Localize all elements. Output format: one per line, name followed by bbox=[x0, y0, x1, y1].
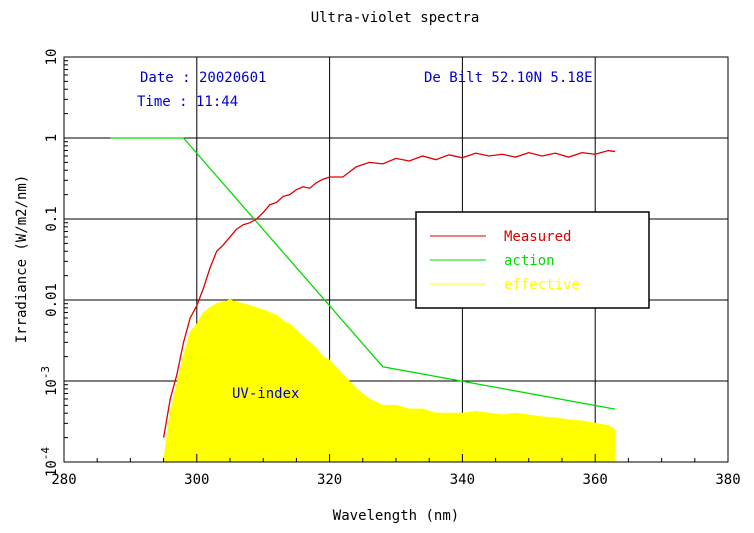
x-tick-label: 340 bbox=[450, 472, 475, 488]
series-effective-fill bbox=[163, 299, 616, 463]
series-measured-line bbox=[162, 149, 616, 438]
x-tick-label: 380 bbox=[715, 472, 740, 488]
x-tick-label: 280 bbox=[51, 472, 76, 488]
legend-label-action: action bbox=[504, 253, 555, 269]
svg-text:10-3: 10-3 bbox=[39, 366, 60, 396]
y-tick-label: 10-4 bbox=[39, 447, 60, 477]
uv-index-annotation: UV-index bbox=[232, 386, 299, 402]
y-tick-label: 0.1 bbox=[44, 206, 60, 231]
info-date: Date : 20020601 bbox=[140, 70, 266, 86]
effective-area bbox=[163, 299, 616, 463]
x-axis-label: Wavelength (nm) bbox=[333, 508, 459, 524]
svg-text:0.1: 0.1 bbox=[44, 206, 60, 231]
info-time: Time : 11:44 bbox=[137, 94, 238, 110]
axis-ticks bbox=[63, 56, 729, 463]
y-tick-label: 10 bbox=[44, 49, 60, 66]
svg-text:0.01: 0.01 bbox=[44, 283, 60, 317]
legend: Measured action effective bbox=[415, 211, 650, 309]
x-tick-label: 360 bbox=[583, 472, 608, 488]
series-lines bbox=[110, 137, 616, 438]
series-action-line bbox=[110, 137, 616, 410]
info-station: De Bilt 52.10N 5.18E bbox=[424, 70, 593, 86]
y-tick-label: 1 bbox=[44, 134, 60, 142]
y-tick-label: 0.01 bbox=[44, 283, 60, 317]
y-axis-label: Irradiance (W/m2/nm) bbox=[14, 175, 30, 344]
svg-text:10: 10 bbox=[44, 49, 60, 66]
x-tick-label: 300 bbox=[184, 472, 209, 488]
legend-label-effective: effective bbox=[504, 277, 580, 293]
svg-text:1: 1 bbox=[44, 134, 60, 142]
legend-label-measured: Measured bbox=[504, 229, 571, 245]
x-tick-label: 320 bbox=[317, 472, 342, 488]
y-tick-label: 10-3 bbox=[39, 366, 60, 396]
svg-text:10-4: 10-4 bbox=[39, 447, 60, 477]
chart-title: Ultra-violet spectra bbox=[311, 10, 480, 26]
tick-labels: 280 300 320 340 360 380 10-4 10-3 0.01 0.1 1 10 bbox=[39, 49, 741, 488]
